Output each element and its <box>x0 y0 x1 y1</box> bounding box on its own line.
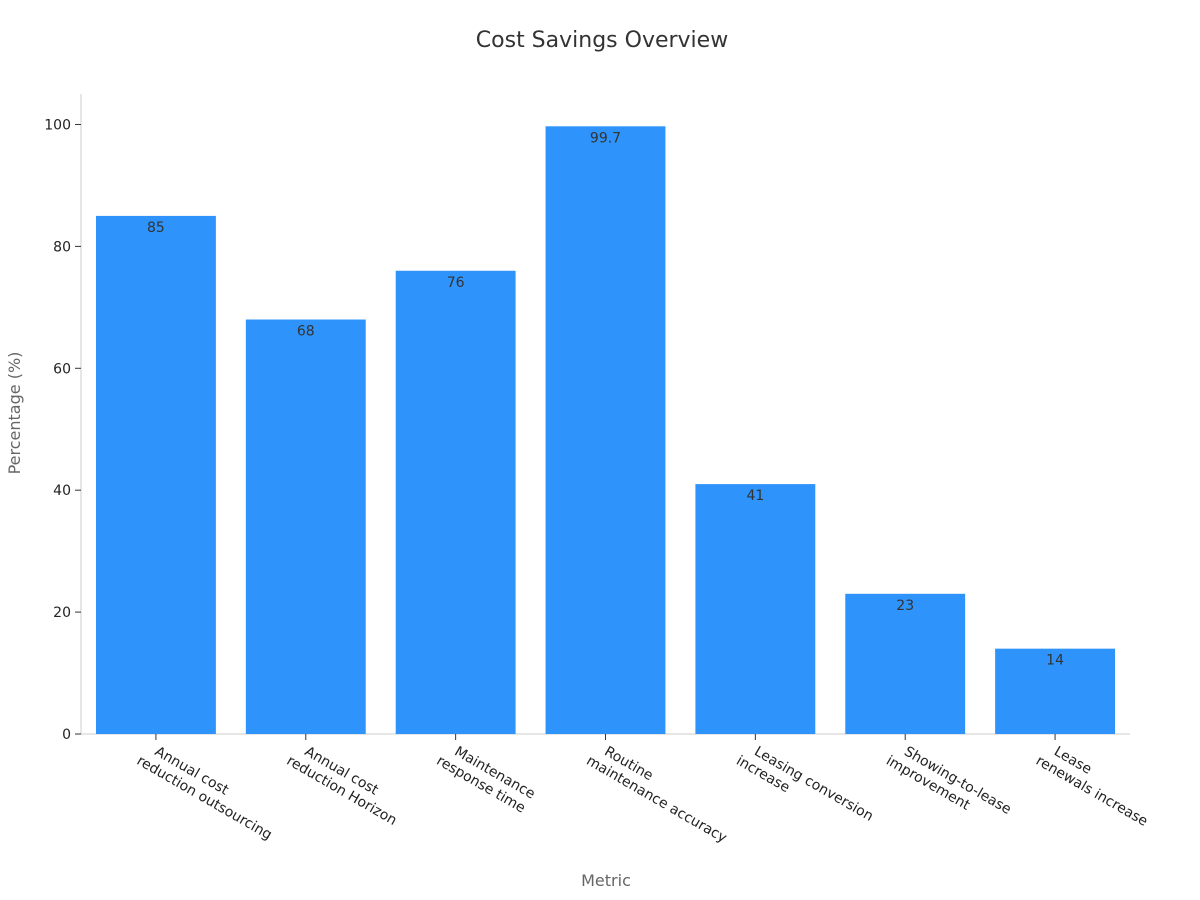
x-tick-label: Annual costreduction Horizon <box>284 738 408 829</box>
x-axis-title: Metric <box>581 871 631 890</box>
x-axis-ticks: Annual costreduction outsourcing Annual c… <box>134 734 1159 846</box>
bar-value-label: 85 <box>147 220 165 236</box>
bar <box>395 270 516 734</box>
bar <box>95 215 216 734</box>
y-tick-label: 80 <box>53 239 71 255</box>
y-tick-label: 100 <box>44 117 71 133</box>
x-tick-label: Routinemaintenance accuracy <box>583 738 737 846</box>
y-axis-title: Percentage (%) <box>5 352 24 475</box>
x-tick-label: Showing-to-leaseimprovement <box>883 738 1014 833</box>
bar-value-label: 41 <box>746 488 764 504</box>
y-axis-ticks: 0 20 40 60 80 100 <box>44 117 81 743</box>
bar <box>995 648 1116 734</box>
bar-value-label: 23 <box>896 598 914 614</box>
x-tick-label-line: reduction outsourcing <box>134 753 275 843</box>
bar <box>845 593 966 734</box>
x-tick-label: Annual costreduction outsourcing <box>134 738 283 843</box>
bar-value-label: 68 <box>297 324 315 340</box>
y-tick-label: 40 <box>53 483 71 499</box>
y-tick-label: 60 <box>53 361 71 377</box>
data-labels-group: 85 68 76 99.7 41 23 14 <box>147 130 1064 668</box>
x-tick-label-line: maintenance accuracy <box>583 753 729 847</box>
bar-value-label: 14 <box>1046 653 1064 669</box>
bar-value-label: 76 <box>447 275 465 291</box>
bar <box>695 484 816 734</box>
bar-value-label: 99.7 <box>590 130 621 146</box>
x-tick-label: Maintenanceresponse time <box>434 738 538 817</box>
y-tick-label: 0 <box>62 727 71 743</box>
chart-title: Cost Savings Overview <box>476 28 728 53</box>
bar <box>245 319 366 734</box>
bars-group <box>95 126 1116 735</box>
bar <box>545 126 666 735</box>
x-tick-label: Leaserenewals increase <box>1033 738 1159 830</box>
x-tick-label: Leasing conversionincrease <box>733 738 876 839</box>
y-tick-label: 20 <box>53 605 71 621</box>
